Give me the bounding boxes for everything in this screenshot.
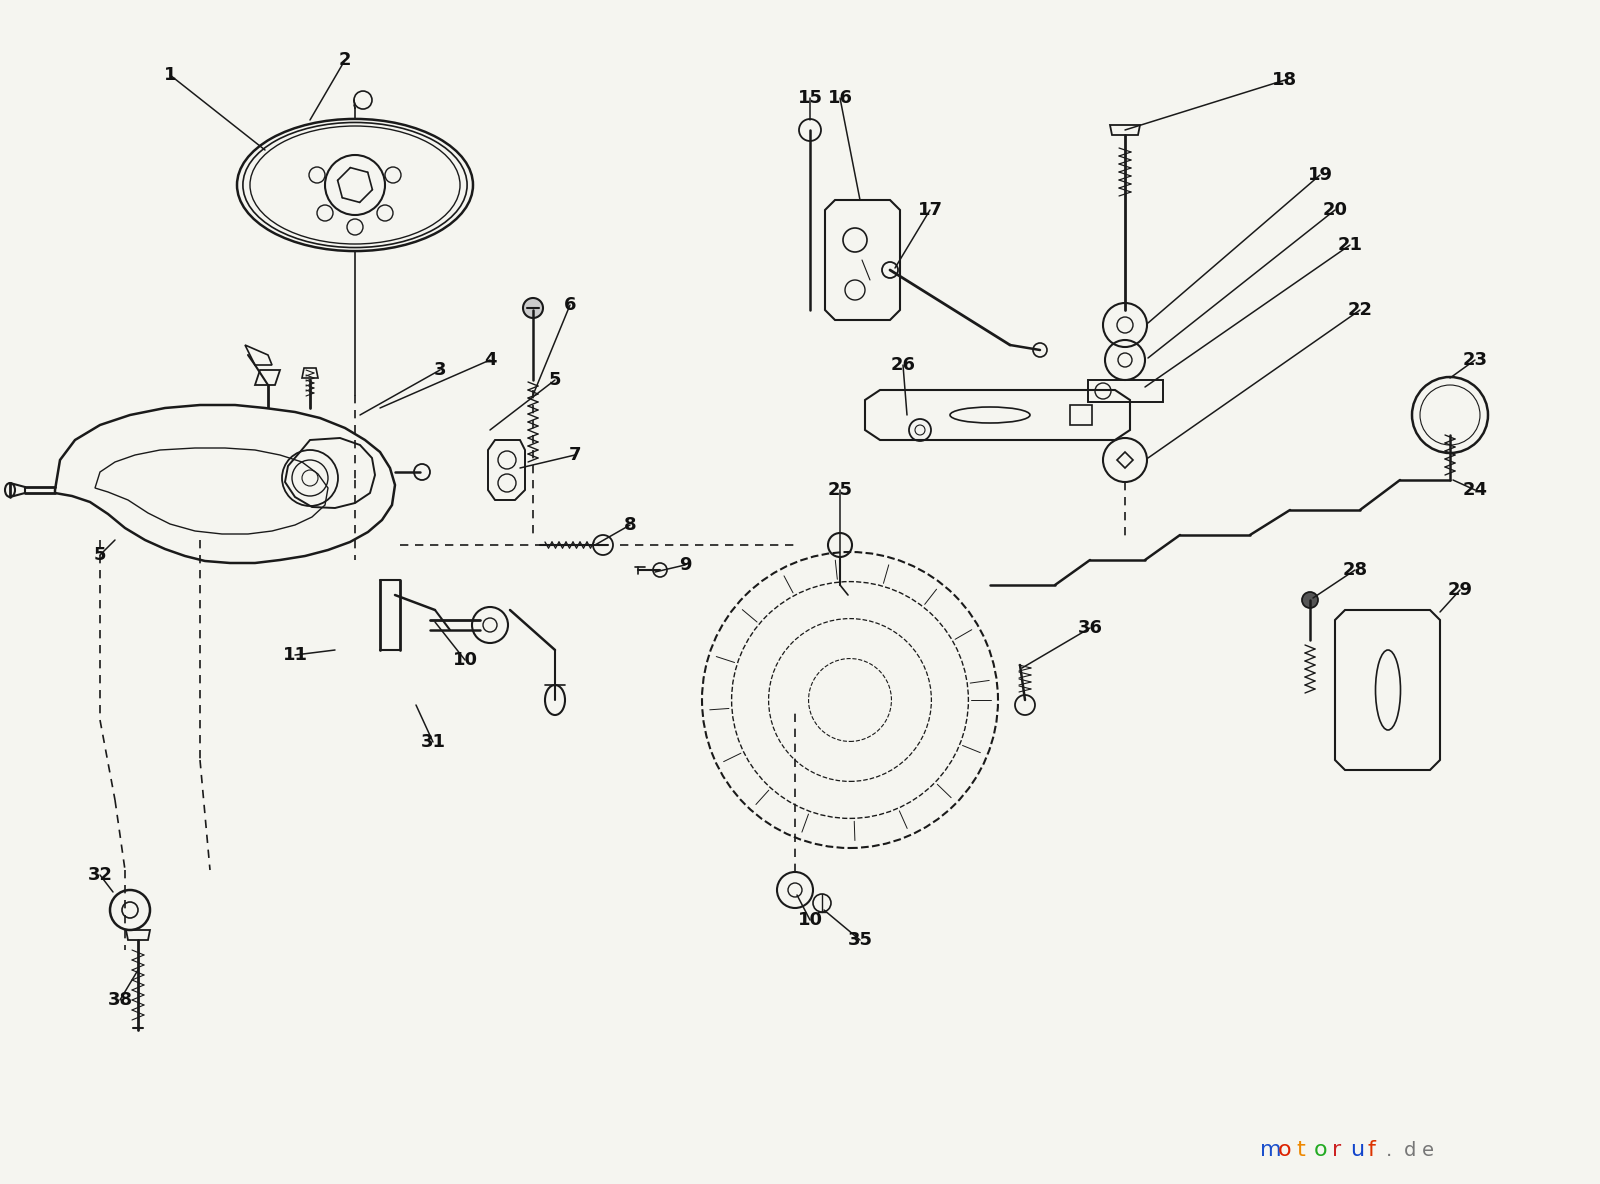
Bar: [1088, 380, 1163, 403]
Text: 29: 29: [1448, 581, 1472, 599]
Text: 1: 1: [163, 66, 176, 84]
Text: 19: 19: [1307, 166, 1333, 184]
Text: 10: 10: [453, 651, 477, 669]
Text: 24: 24: [1462, 481, 1488, 498]
Text: 5: 5: [549, 371, 562, 390]
Text: 31: 31: [421, 733, 445, 751]
Text: 36: 36: [1077, 619, 1102, 637]
Text: 21: 21: [1338, 236, 1363, 255]
Text: 9: 9: [678, 556, 691, 574]
Text: 17: 17: [917, 201, 942, 219]
Text: 5: 5: [94, 546, 106, 564]
Text: d: d: [1405, 1140, 1416, 1159]
Circle shape: [1302, 592, 1318, 609]
Text: 8: 8: [624, 516, 637, 534]
Text: 28: 28: [1342, 561, 1368, 579]
Text: u: u: [1350, 1140, 1365, 1160]
Text: f: f: [1368, 1140, 1376, 1160]
Text: m: m: [1261, 1140, 1282, 1160]
Text: 20: 20: [1323, 201, 1347, 219]
Text: 26: 26: [891, 356, 915, 374]
Text: 18: 18: [1272, 71, 1298, 89]
Text: t: t: [1296, 1140, 1304, 1160]
Text: o: o: [1314, 1140, 1328, 1160]
Text: 22: 22: [1347, 301, 1373, 318]
Text: 15: 15: [797, 89, 822, 107]
Text: r: r: [1331, 1140, 1341, 1160]
Text: 38: 38: [107, 991, 133, 1009]
Text: 7: 7: [568, 446, 581, 464]
Text: 2: 2: [339, 51, 352, 69]
Text: 11: 11: [283, 646, 307, 664]
Bar: [1070, 405, 1091, 425]
Text: 35: 35: [848, 931, 872, 950]
Text: e: e: [1422, 1140, 1434, 1159]
Text: 25: 25: [827, 481, 853, 498]
Text: 6: 6: [563, 296, 576, 314]
Text: 3: 3: [434, 361, 446, 379]
Text: 32: 32: [88, 866, 112, 884]
Text: o: o: [1278, 1140, 1291, 1160]
Text: 10: 10: [797, 910, 822, 929]
Text: 23: 23: [1462, 350, 1488, 369]
Circle shape: [523, 298, 542, 318]
Text: 4: 4: [483, 350, 496, 369]
Text: .: .: [1386, 1140, 1392, 1159]
Text: 16: 16: [827, 89, 853, 107]
